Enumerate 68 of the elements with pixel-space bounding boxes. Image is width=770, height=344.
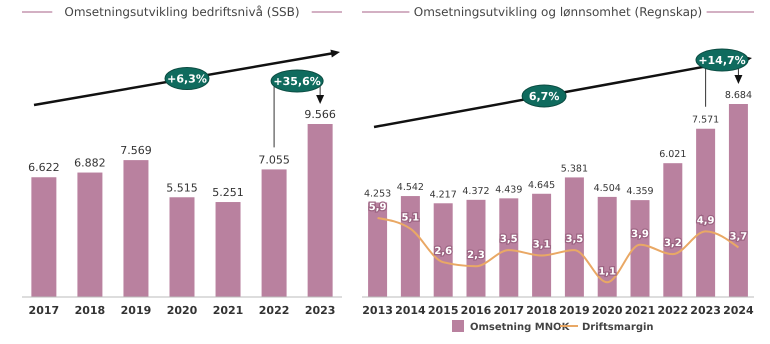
x-tick-label: 2017 — [493, 304, 524, 317]
x-tick-label: 2023 — [304, 304, 336, 317]
text: +14,7% — [698, 54, 746, 67]
data-label: 3,9 — [631, 228, 649, 240]
x-tick-label: 2018 — [526, 304, 557, 317]
bar — [123, 160, 148, 297]
data-label: 5.515 — [166, 181, 198, 194]
text: 6,7% — [528, 90, 560, 103]
data-label: 3,5 — [566, 234, 584, 246]
data-label: 1,1 — [598, 266, 616, 278]
data-label: 3,2 — [664, 238, 682, 250]
data-label: 3,7 — [730, 231, 748, 242]
data-label: 6.622 — [28, 161, 60, 174]
bar — [663, 163, 682, 297]
data-label: 5,1 — [402, 212, 420, 224]
data-label: 4.504 — [594, 182, 621, 194]
x-tick-label: 2013 — [362, 304, 393, 317]
data-label: 7.055 — [258, 153, 290, 166]
x-tick-label: 2021 — [212, 304, 244, 317]
data-label: 2,6 — [434, 246, 452, 258]
bar — [696, 128, 716, 297]
bar — [564, 177, 584, 297]
data-label: 4.253 — [364, 188, 392, 200]
x-tick-label: 2019 — [559, 304, 590, 317]
data-label: 5.251 — [212, 186, 244, 200]
data-label: 4.439 — [495, 184, 522, 196]
x-tick-label: 2022 — [258, 304, 290, 317]
data-label: 4.359 — [626, 186, 654, 198]
text: +6,3% — [167, 72, 207, 86]
data-label: 4.645 — [528, 180, 556, 191]
data-label: 4.217 — [430, 189, 457, 200]
x-tick-label: 2020 — [166, 304, 198, 317]
data-label: 7.569 — [120, 144, 152, 158]
x-tick-label: 2021 — [624, 304, 656, 317]
data-label: 6.882 — [74, 156, 106, 170]
data-label: 4.542 — [396, 182, 424, 194]
x-tick-label: 2014 — [395, 304, 426, 317]
text: +35,6% — [273, 75, 321, 88]
data-label: 4.372 — [462, 186, 490, 197]
data-label: 2,3 — [467, 250, 485, 262]
data-label: 3,1 — [532, 239, 550, 250]
x-tick-label: 2022 — [658, 304, 688, 317]
data-label: 5.381 — [560, 163, 588, 174]
data-label: 7.571 — [692, 114, 720, 126]
data-label: 3,5 — [500, 234, 518, 246]
x-tick-label: 2024 — [723, 304, 754, 317]
x-tick-label: 2020 — [592, 304, 623, 317]
bar — [31, 177, 56, 297]
x-tick-label: 2023 — [690, 304, 721, 317]
data-label: 9.566 — [304, 108, 336, 121]
data-label: 6.021 — [659, 149, 686, 160]
x-tick-label: 2019 — [120, 304, 152, 317]
data-label: 4,9 — [696, 215, 715, 226]
x-tick-label: 2015 — [428, 304, 458, 317]
data-label: 5,9 — [368, 202, 386, 213]
chart-title: Omsetningsutvikling og lønnsomhet (Regnskap) — [414, 5, 702, 19]
data-label: 8.684 — [724, 90, 752, 101]
legend-label: Driftsmargin — [582, 322, 654, 333]
bar — [308, 124, 333, 297]
bar — [728, 104, 748, 297]
chart-title: Omsetningsutvikling bedriftsnivå (SSB) — [64, 5, 300, 19]
bar — [170, 197, 194, 297]
bar — [262, 169, 287, 297]
x-tick-label: 2017 — [28, 304, 60, 317]
bar — [216, 202, 241, 297]
bar — [77, 172, 102, 297]
x-tick-label: 2018 — [74, 304, 106, 317]
x-tick-label: 2016 — [460, 304, 492, 317]
